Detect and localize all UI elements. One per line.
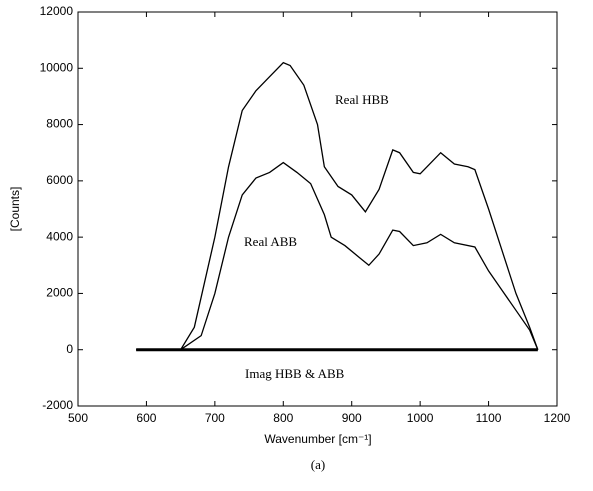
y-tick-label: -2000 bbox=[42, 398, 73, 412]
series-annotation: Real HBB bbox=[335, 92, 389, 107]
y-tick-label: 12000 bbox=[40, 4, 74, 18]
y-tick-label: 6000 bbox=[46, 173, 73, 187]
caption: (a) bbox=[311, 457, 325, 472]
y-tick-label: 2000 bbox=[46, 286, 73, 300]
x-tick-label: 700 bbox=[205, 411, 225, 425]
x-tick-label: 1000 bbox=[407, 411, 434, 425]
x-tick-label: 500 bbox=[68, 411, 88, 425]
x-axis-label: Wavenumber [cm⁻¹] bbox=[264, 432, 371, 446]
y-tick-label: 0 bbox=[66, 342, 73, 356]
x-tick-label: 900 bbox=[342, 411, 362, 425]
x-tick-label: 1100 bbox=[476, 411, 502, 425]
y-tick-label: 10000 bbox=[40, 60, 74, 74]
y-tick-label: 8000 bbox=[46, 117, 73, 131]
y-axis-label: [Counts] bbox=[8, 187, 22, 232]
x-tick-label: 600 bbox=[136, 411, 156, 425]
series-line bbox=[136, 161, 539, 351]
series-annotation: Imag HBB & ABB bbox=[245, 366, 345, 381]
x-tick-label: 800 bbox=[273, 411, 293, 425]
plot-frame bbox=[77, 11, 558, 407]
series-line bbox=[136, 61, 539, 351]
series-annotation: Real ABB bbox=[244, 234, 297, 249]
y-tick-label: 4000 bbox=[46, 229, 73, 243]
x-tick-label: 1200 bbox=[544, 411, 571, 425]
